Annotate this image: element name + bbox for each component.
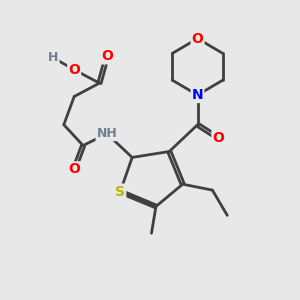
Text: S: S <box>115 184 125 199</box>
Text: NH: NH <box>97 127 117 140</box>
Text: O: O <box>68 162 80 176</box>
Text: H: H <box>48 51 59 64</box>
Text: O: O <box>212 131 224 145</box>
Text: N: N <box>192 88 203 102</box>
Text: O: O <box>101 50 113 63</box>
Text: O: O <box>68 63 80 77</box>
Text: O: O <box>192 32 203 46</box>
